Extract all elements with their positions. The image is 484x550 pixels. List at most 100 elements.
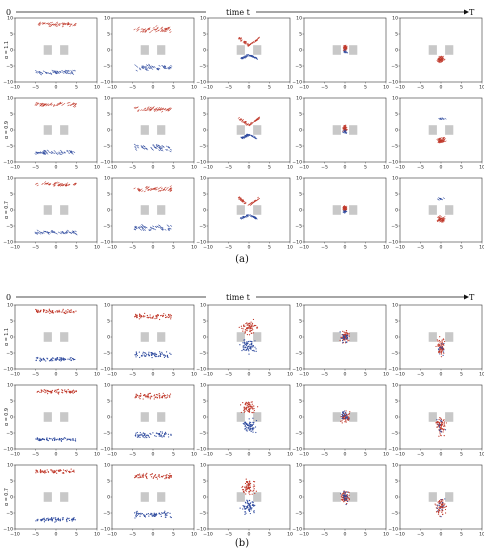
agent-marker (37, 22, 40, 25)
agent-marker (245, 134, 248, 137)
agent-marker (142, 225, 145, 227)
agent-point (145, 513, 148, 515)
agent-point (135, 393, 137, 395)
agent-marker (440, 117, 443, 120)
agent-point (257, 406, 259, 408)
agent-point (142, 398, 144, 400)
agent-point (439, 353, 441, 355)
agent-point (149, 432, 151, 435)
agent-point (247, 402, 249, 404)
agent-marker (441, 218, 444, 220)
agent-point (156, 478, 159, 480)
y-tick-label: −5 (391, 431, 398, 437)
agent-point (247, 340, 250, 343)
agent-marker (344, 48, 347, 50)
x-tick-label: 10 (479, 372, 484, 378)
agent-point (248, 503, 250, 505)
agent-point (142, 473, 145, 475)
agent-point (61, 389, 63, 391)
x-tick-label: 5 (172, 165, 175, 171)
agent-point (246, 488, 248, 491)
agent-point (58, 358, 60, 360)
agent-point (342, 414, 344, 417)
agent-marker (34, 69, 38, 72)
agent-point (243, 423, 245, 425)
agent-point (244, 421, 247, 423)
agent-point (60, 469, 62, 472)
agent-marker (166, 108, 169, 111)
agent-point (245, 408, 247, 410)
agent-marker (255, 118, 258, 121)
agent-marker (164, 27, 168, 30)
agent-marker (58, 102, 62, 105)
agent-marker (155, 188, 158, 191)
agent-marker (152, 26, 155, 29)
agent-marker (38, 71, 41, 74)
agent-point (444, 506, 446, 508)
agent-marker (157, 146, 160, 149)
agent-marker (144, 226, 147, 228)
agent-marker (37, 231, 40, 234)
agent-marker (68, 23, 71, 26)
agent-marker (443, 216, 446, 218)
agent-point (248, 350, 250, 352)
agent-marker (54, 71, 57, 74)
agent-point (57, 518, 60, 520)
agent-marker (147, 27, 150, 30)
agent-marker (438, 137, 441, 140)
panel-label: (a) (235, 254, 249, 265)
agent-point (161, 314, 163, 316)
agent-point (152, 315, 154, 317)
agent-marker (72, 231, 75, 233)
agent-point (68, 391, 71, 394)
agent-point (250, 425, 252, 427)
x-tick-label: −10 (10, 85, 20, 91)
agent-marker (439, 198, 442, 201)
x-tick-label: 10 (191, 165, 197, 171)
agent-point (52, 517, 55, 519)
agent-marker (148, 63, 151, 66)
agent-marker (70, 23, 73, 26)
obstacle (157, 125, 166, 135)
agent-point (345, 413, 348, 415)
agent-marker (165, 145, 168, 148)
agent-point (348, 418, 350, 420)
agent-point (443, 428, 445, 430)
agent-point (135, 511, 137, 513)
agent-marker (156, 67, 159, 70)
agent-marker (436, 138, 439, 140)
agent-point (439, 507, 441, 510)
y-tick-label: 5 (10, 192, 13, 198)
agent-point (156, 317, 158, 319)
agent-marker (139, 68, 142, 71)
agent-point (348, 499, 350, 501)
agent-marker (50, 104, 53, 106)
agent-marker (69, 151, 72, 154)
agent-marker (51, 69, 54, 72)
agent-marker (136, 28, 139, 30)
agent-point (441, 502, 444, 504)
agent-point (50, 360, 52, 362)
agent-point (438, 509, 441, 511)
agent-point (59, 311, 61, 313)
agent-point (250, 321, 252, 323)
agent-point (143, 433, 146, 436)
agent-point (250, 506, 252, 509)
x-tick-label: −10 (203, 532, 213, 538)
agent-point (341, 416, 343, 418)
agent-marker (167, 67, 170, 70)
agent-point (239, 344, 241, 346)
y-tick-label: 0 (299, 128, 302, 134)
obstacle (445, 205, 454, 215)
y-tick-label: −10 (100, 367, 110, 373)
agent-point (158, 435, 160, 437)
y-tick-label: −10 (196, 160, 206, 166)
x-tick-label: 0 (152, 532, 155, 538)
y-tick-label: −5 (391, 351, 398, 357)
y-tick-label: −10 (196, 240, 206, 246)
agent-point (241, 327, 243, 329)
agent-point (253, 427, 255, 429)
agent-point (73, 310, 75, 313)
plot-frame (111, 177, 195, 243)
agent-marker (160, 149, 163, 151)
